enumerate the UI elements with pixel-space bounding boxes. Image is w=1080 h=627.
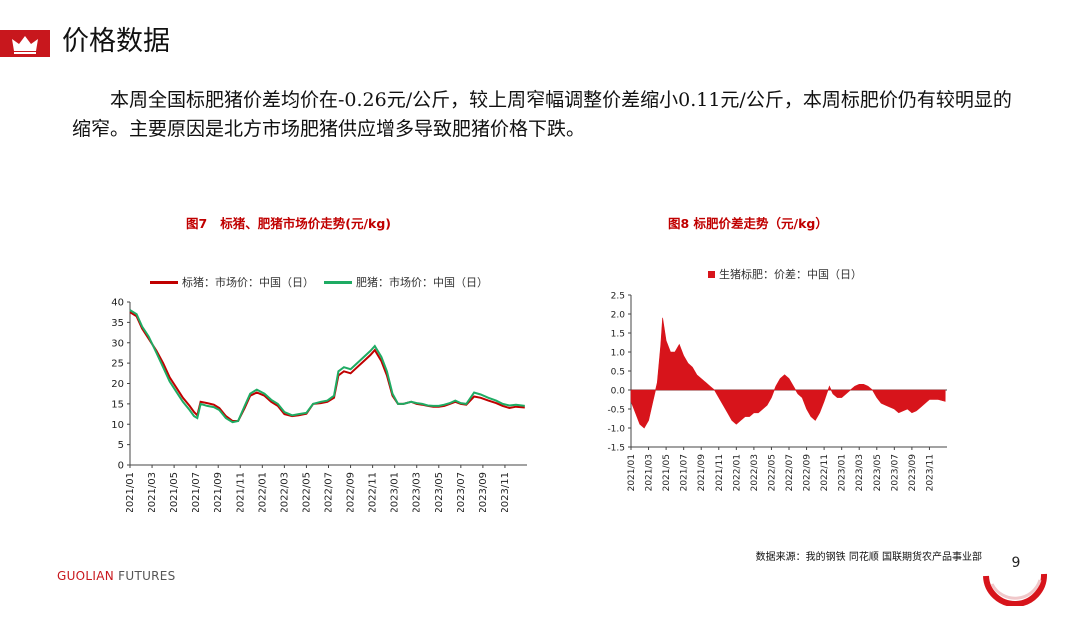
y-tick-label: 1.0 — [611, 349, 626, 359]
x-tick-label: 2022/09 — [803, 454, 813, 492]
x-tick-label: 2022/01 — [257, 472, 268, 512]
brand-name-part2: FUTURES — [114, 569, 176, 583]
legend-swatch-standard-pig — [150, 280, 178, 284]
data-source-note: 数据来源：我的钢铁 同花顺 国联期货农产品事业部 — [755, 552, 982, 563]
legend-swatch-fat-pig — [324, 280, 352, 284]
page-title: 价格数据 — [62, 26, 170, 57]
y-tick-label: 1.5 — [611, 330, 625, 340]
brand-logo-text: GUOLIAN FUTURES — [57, 569, 176, 583]
series-line-1 — [129, 309, 525, 424]
y-tick-label: 10 — [111, 420, 124, 431]
x-tick-label: 2021/09 — [213, 472, 224, 512]
x-tick-label: 2023/07 — [890, 454, 900, 491]
x-tick-label: 2022/11 — [368, 472, 379, 512]
crown-icon — [12, 36, 38, 54]
chart8-legend: 生猪标肥：价差：中国（日） — [708, 266, 862, 282]
legend-label-spread: 生猪标肥：价差：中国（日） — [719, 268, 862, 281]
y-tick-label: 40 — [111, 298, 124, 309]
x-tick-label: 2021/05 — [169, 472, 180, 512]
x-tick-label: 2023/03 — [855, 454, 865, 491]
x-tick-label: 2023/01 — [838, 454, 848, 491]
x-tick-label: 2021/11 — [235, 472, 246, 512]
y-tick-label: -0.5 — [607, 406, 625, 416]
x-tick-label: 2021/01 — [627, 454, 637, 491]
chart8-title: 图8 标肥价差走势（元/kg） — [668, 216, 828, 231]
y-tick-label: 15 — [111, 399, 124, 410]
title-accent-bar — [0, 30, 50, 57]
y-tick-label: 5 — [118, 440, 124, 451]
page-number: 9 — [1011, 555, 1021, 571]
x-tick-label: 2021/07 — [680, 454, 690, 491]
y-tick-label: 0 — [118, 461, 124, 472]
y-tick-label: 30 — [111, 338, 124, 349]
x-tick-label: 2021/11 — [715, 454, 725, 491]
x-tick-label: 2021/09 — [697, 454, 707, 492]
x-tick-label: 2022/05 — [767, 454, 777, 491]
x-tick-label: 2023/05 — [873, 454, 883, 491]
y-tick-label: -1.0 — [607, 425, 625, 435]
x-tick-label: 2023/05 — [434, 472, 445, 512]
x-tick-label: 2022/07 — [785, 454, 795, 491]
y-tick-label: 2.0 — [611, 311, 626, 321]
x-tick-label: 2021/03 — [147, 472, 158, 512]
x-tick-label: 2021/03 — [645, 454, 655, 491]
chart7-legend: 标猪：市场价：中国（日） 肥猪：市场价：中国（日） — [150, 274, 488, 290]
x-tick-label: 2023/09 — [478, 472, 489, 512]
legend-label-standard-pig: 标猪：市场价：中国（日） — [182, 276, 314, 289]
y-tick-label: 0.5 — [611, 368, 625, 378]
x-tick-label: 2021/01 — [125, 472, 136, 512]
x-tick-label: 2022/05 — [301, 472, 312, 512]
chart7-title: 图7 标猪、肥猪市场价走势(元/kg) — [186, 216, 392, 231]
x-tick-label: 2022/11 — [820, 454, 830, 491]
page-number-badge — [983, 573, 1048, 606]
x-tick-label: 2022/01 — [732, 454, 742, 491]
y-tick-label: 0.0 — [611, 387, 626, 397]
y-tick-label: 20 — [111, 379, 124, 390]
summary-paragraph: 本周全国标肥猪价差均价在-0.26元/公斤，较上周窄幅调整价差缩小0.11元/公… — [72, 89, 1012, 140]
series-area-0 — [630, 317, 946, 429]
x-tick-label: 2023/07 — [456, 472, 467, 512]
y-tick-label: 25 — [111, 359, 124, 370]
x-tick-label: 2022/03 — [279, 472, 290, 512]
x-tick-label: 2023/11 — [925, 454, 935, 491]
x-tick-label: 2022/09 — [346, 472, 357, 512]
x-tick-label: 2022/03 — [750, 454, 760, 491]
brand-name-part1: GUOLIAN — [57, 569, 115, 583]
x-tick-label: 2023/11 — [500, 472, 511, 512]
x-tick-label: 2023/01 — [390, 472, 401, 512]
x-tick-label: 2022/07 — [324, 472, 335, 512]
x-tick-label: 2021/07 — [191, 472, 202, 512]
y-tick-label: 2.5 — [611, 292, 625, 302]
x-tick-label: 2023/09 — [908, 454, 918, 492]
y-tick-label: 35 — [111, 318, 124, 329]
legend-swatch-spread — [708, 270, 715, 278]
legend-label-fat-pig: 肥猪：市场价：中国（日） — [356, 276, 488, 289]
x-tick-label: 2021/05 — [662, 454, 672, 491]
x-tick-label: 2023/03 — [412, 472, 423, 512]
y-tick-label: -1.5 — [607, 444, 625, 454]
